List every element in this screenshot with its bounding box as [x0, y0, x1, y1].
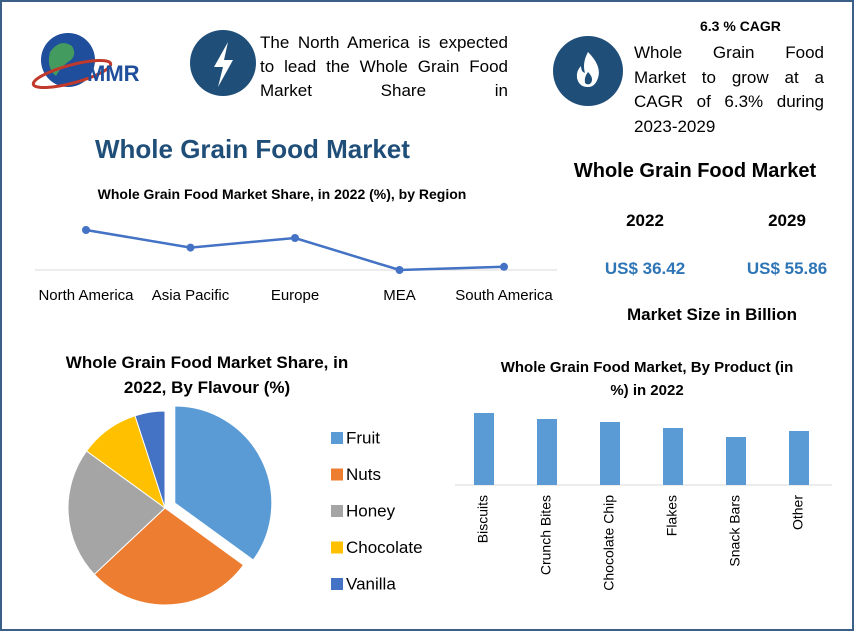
cagr-title: 6.3 % CAGR	[700, 18, 781, 34]
market-value: US$ 55.86	[746, 259, 828, 278]
legend-label: Chocolate	[346, 538, 423, 557]
legend-swatch	[331, 578, 343, 590]
logo-text: MMR	[87, 61, 140, 86]
bar-title: Whole Grain Food Market, By Product (in …	[500, 359, 794, 399]
legend-label: Nuts	[346, 465, 381, 484]
region-text: The North America is expected to lead th…	[260, 33, 508, 100]
bar	[600, 422, 620, 485]
pie-slice	[67, 450, 166, 576]
logo: MMR	[31, 33, 140, 90]
legend-label: Honey	[346, 501, 396, 520]
x-tick-label: Snack Bars	[727, 495, 743, 567]
pie-title: Whole Grain Food Market Share, in 2022, …	[65, 353, 349, 397]
market-value: US$ 36.42	[604, 259, 686, 278]
market-size-caption: Market Size in Billion	[626, 305, 798, 324]
year: 2029	[768, 211, 806, 230]
pie-slice	[134, 410, 166, 509]
bar	[789, 431, 809, 485]
x-tick-label: Asia Pacific	[151, 287, 230, 304]
legend-swatch	[331, 541, 343, 554]
line-point	[500, 262, 508, 271]
pie-slice	[93, 507, 245, 606]
bar	[537, 419, 557, 485]
line-point	[395, 266, 404, 274]
legend-swatch	[331, 432, 343, 444]
legend-label: Fruit	[346, 428, 380, 447]
bar	[726, 437, 746, 485]
year: 2022	[626, 211, 664, 230]
x-tick-label: North America	[38, 287, 134, 304]
x-tick-label: Europe	[270, 287, 320, 304]
line-point	[291, 234, 299, 242]
main-title: Whole Grain Food Market	[95, 134, 410, 164]
x-tick-label: MEA	[383, 287, 416, 304]
x-tick-label: Other	[790, 495, 806, 530]
x-tick-label: Biscuits	[475, 495, 491, 543]
bar	[474, 413, 494, 485]
x-tick-label: South America	[455, 287, 553, 304]
flame-icon	[553, 36, 623, 106]
x-tick-label: Crunch Bites	[538, 495, 554, 575]
legend-swatch	[331, 505, 343, 517]
market-size-title: Whole Grain Food Market	[573, 160, 817, 182]
legend-label: Vanilla	[346, 574, 396, 593]
bar	[663, 428, 683, 485]
cagr-text: Whole Grain Food Market to grow at a CAG…	[634, 43, 824, 136]
line-title: Whole Grain Food Market Share, in 2022 (…	[97, 186, 467, 202]
pie-slice	[174, 405, 273, 561]
lightning-icon	[190, 30, 256, 96]
line-point	[82, 226, 90, 234]
x-tick-label: Flakes	[664, 495, 680, 536]
x-tick-label: Chocolate Chip	[601, 495, 617, 591]
legend-swatch	[331, 468, 343, 481]
line-point	[186, 243, 195, 252]
